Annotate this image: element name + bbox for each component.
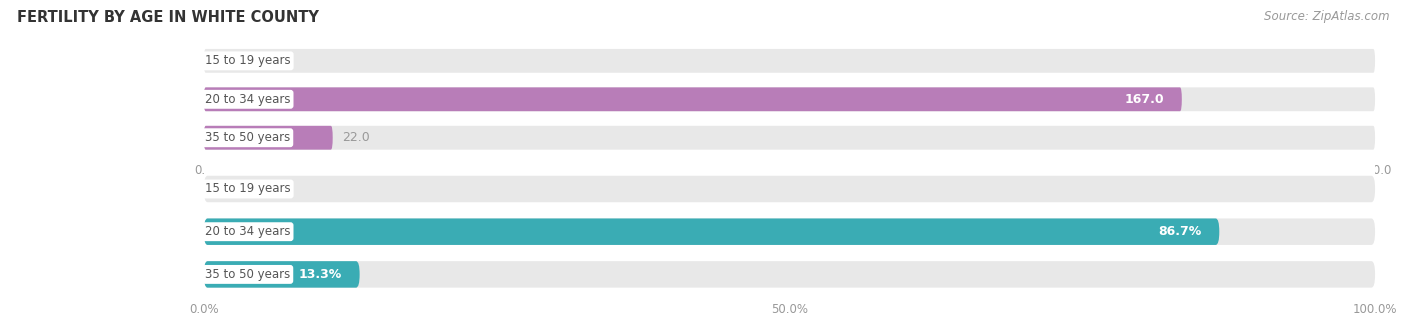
FancyBboxPatch shape [204,87,1182,111]
FancyBboxPatch shape [204,218,1219,245]
Text: 15 to 19 years: 15 to 19 years [205,54,291,68]
Text: 167.0: 167.0 [1125,93,1164,106]
FancyBboxPatch shape [204,261,1375,288]
Text: 86.7%: 86.7% [1159,225,1202,238]
FancyBboxPatch shape [204,49,1375,73]
FancyBboxPatch shape [204,176,1375,202]
Text: Source: ZipAtlas.com: Source: ZipAtlas.com [1264,10,1389,23]
Text: 13.3%: 13.3% [299,268,342,281]
FancyBboxPatch shape [204,218,1375,245]
Text: 35 to 50 years: 35 to 50 years [205,268,290,281]
Text: FERTILITY BY AGE IN WHITE COUNTY: FERTILITY BY AGE IN WHITE COUNTY [17,10,319,25]
Text: 0.0: 0.0 [214,54,233,68]
Text: 0.0%: 0.0% [214,182,245,196]
Text: 35 to 50 years: 35 to 50 years [205,131,290,144]
FancyBboxPatch shape [204,126,333,150]
Text: 20 to 34 years: 20 to 34 years [205,93,291,106]
FancyBboxPatch shape [204,87,1375,111]
FancyBboxPatch shape [204,261,360,288]
Text: 22.0: 22.0 [342,131,370,144]
Text: 20 to 34 years: 20 to 34 years [205,225,291,238]
Text: 15 to 19 years: 15 to 19 years [205,182,291,196]
FancyBboxPatch shape [204,126,1375,150]
